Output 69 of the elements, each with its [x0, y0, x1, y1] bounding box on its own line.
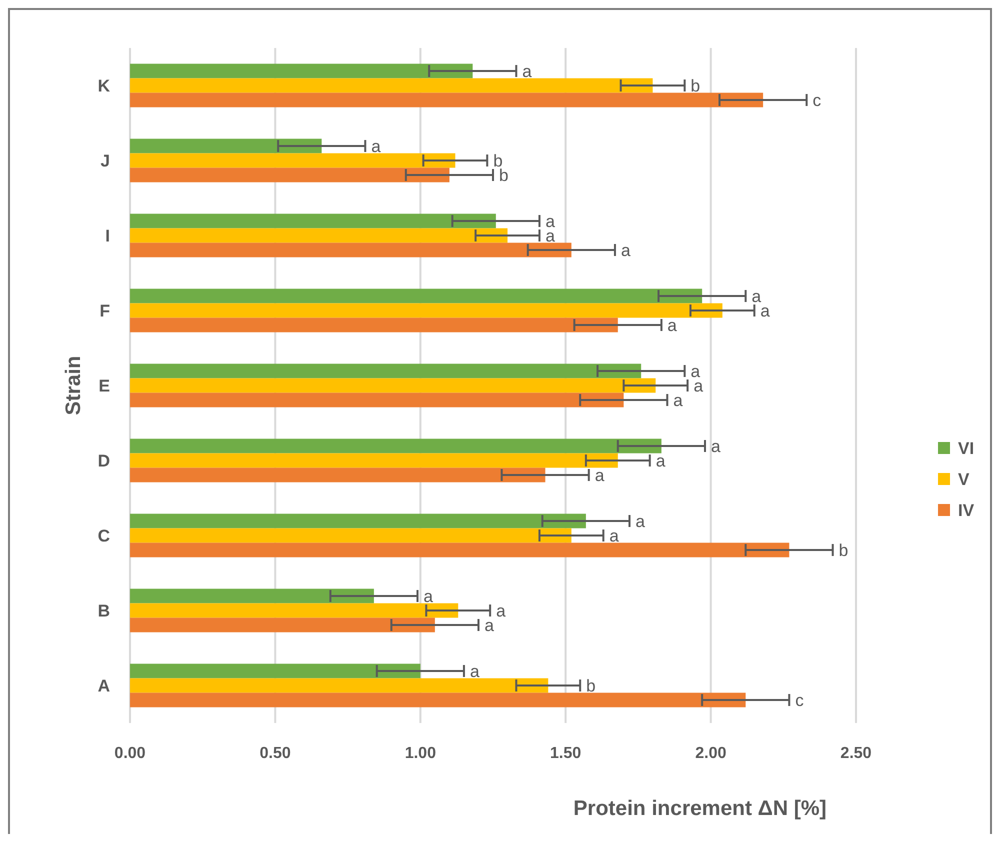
bar [130, 303, 722, 318]
data-label: a [609, 526, 620, 546]
bar [130, 92, 764, 108]
data-label: c [812, 91, 822, 110]
data-label: b [838, 541, 848, 560]
legend-label: V [958, 470, 970, 489]
data-label: a [594, 466, 605, 485]
y-tick-label: E [98, 376, 110, 396]
y-tick-label: A [98, 676, 110, 696]
x-tick-label: 2.50 [840, 745, 872, 762]
bar [130, 542, 790, 558]
data-label: a [673, 391, 684, 410]
x-tick-label: 0.00 [114, 745, 146, 762]
bar [130, 453, 618, 468]
bar [130, 64, 473, 78]
legend-label: VI [958, 439, 974, 458]
bar [130, 438, 662, 454]
x-tick-label: 1.50 [550, 745, 582, 762]
bar [130, 392, 624, 408]
data-label: a [667, 316, 678, 335]
x-axis-title: Protein increment ΔN [%] [573, 797, 827, 820]
x-tick-label: 1.00 [404, 745, 436, 762]
bar [130, 318, 618, 332]
y-tick-label: D [98, 452, 110, 470]
data-label: a [423, 587, 434, 606]
bar [130, 618, 435, 632]
bar [130, 214, 496, 228]
x-tick-label: 0.50 [260, 745, 291, 762]
bar [130, 228, 508, 243]
bar [130, 603, 458, 618]
bar [130, 378, 656, 393]
y-tick-label: F [100, 302, 110, 320]
bar [130, 468, 546, 482]
bar [130, 692, 746, 708]
bar [130, 78, 653, 93]
bar [130, 514, 586, 528]
data-label: a [496, 602, 506, 620]
data-label: b [586, 676, 596, 696]
bar [130, 153, 456, 168]
bar [130, 364, 642, 378]
data-label: a [371, 137, 382, 156]
y-tick-label: C [98, 526, 110, 546]
data-label: a [620, 241, 631, 260]
data-label: a [760, 302, 770, 320]
bar [130, 528, 572, 543]
y-tick-label: K [98, 76, 111, 96]
x-tick-label: 2.00 [695, 745, 726, 762]
data-label: a [635, 512, 646, 531]
data-label: a [470, 662, 480, 681]
bar [130, 588, 374, 604]
y-tick-label: J [100, 152, 110, 170]
bar [130, 288, 702, 304]
bar [130, 664, 420, 678]
bar [130, 138, 322, 154]
data-label: a [522, 62, 532, 81]
data-label: b [499, 166, 508, 185]
y-axis-title: Strain [62, 356, 85, 416]
data-label: a [752, 287, 762, 306]
legend-label: IV [958, 501, 975, 520]
data-label: b [690, 76, 700, 96]
bar [130, 242, 572, 258]
data-label: a [710, 437, 721, 456]
data-label: c [795, 691, 804, 710]
y-tick-label: B [98, 602, 110, 620]
y-tick-label: I [105, 226, 110, 246]
bar [130, 168, 450, 182]
bar [130, 678, 548, 693]
data-label: a [484, 616, 494, 635]
data-label: a [656, 452, 666, 470]
